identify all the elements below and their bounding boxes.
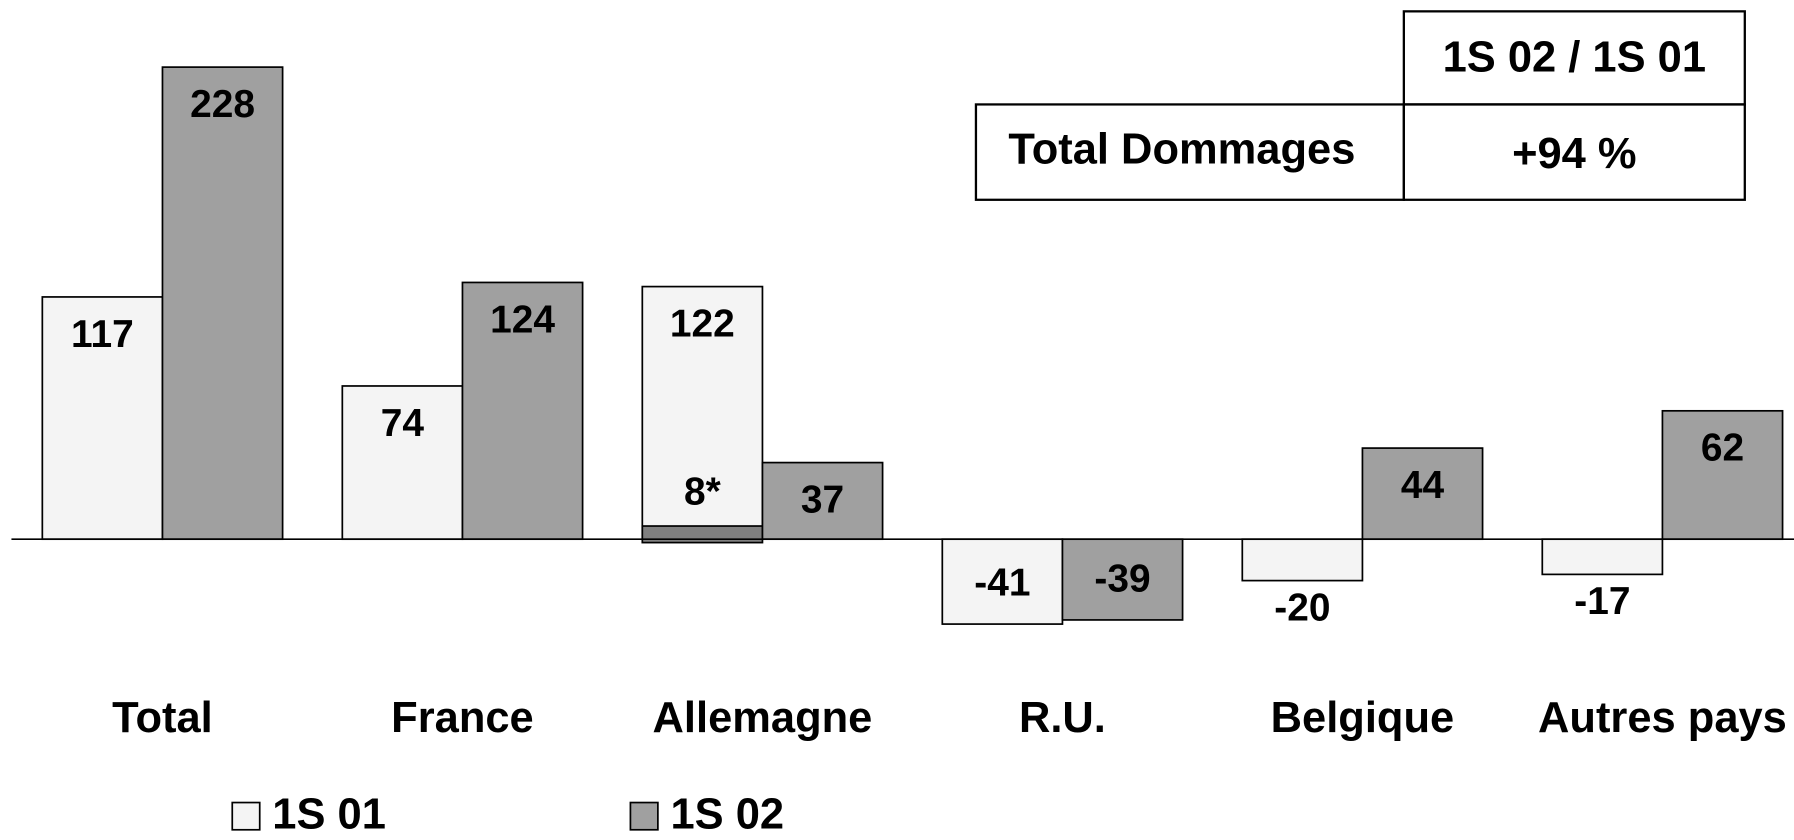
table-row-label: Total Dommages <box>1008 126 1355 174</box>
x-tick-label: Belgique <box>1271 694 1455 742</box>
bar <box>1061 538 1184 621</box>
legend-label: 1S 01 <box>272 791 386 839</box>
annotation-bar <box>641 525 764 544</box>
value-label: -17 <box>1574 580 1630 623</box>
table-row-value: +94 % <box>1512 130 1636 178</box>
bar <box>461 281 584 541</box>
value-label: -20 <box>1274 586 1330 629</box>
bar <box>941 538 1064 625</box>
bar <box>1661 409 1784 541</box>
bar <box>641 285 764 541</box>
value-label: 37 <box>801 479 844 522</box>
value-label: 124 <box>490 299 555 342</box>
x-tick-label: Autres pays <box>1538 694 1787 742</box>
table-header: 1S 02 / 1S 01 <box>1443 34 1706 82</box>
bar <box>161 66 284 541</box>
bar <box>41 296 164 541</box>
bar <box>1541 538 1664 576</box>
bar <box>761 461 884 541</box>
legend-swatch <box>231 801 261 831</box>
bar <box>1361 447 1484 541</box>
x-tick-label: Allemagne <box>653 694 873 742</box>
legend-swatch <box>629 801 659 831</box>
table-cell <box>1402 103 1746 201</box>
value-label: 62 <box>1701 427 1744 470</box>
value-label: 44 <box>1401 464 1445 507</box>
x-tick-label: Total <box>112 694 213 742</box>
x-tick-label: R.U. <box>1019 694 1106 742</box>
value-label: 74 <box>381 402 425 445</box>
value-label: -41 <box>974 562 1030 605</box>
annotation-label: 8* <box>684 471 722 514</box>
legend-label: 1S 02 <box>670 791 784 839</box>
x-tick-label: France <box>391 694 534 742</box>
value-label: 117 <box>71 313 134 356</box>
bar <box>1241 538 1364 582</box>
value-label: 122 <box>670 303 735 346</box>
value-label: 228 <box>190 83 255 126</box>
value-label: -39 <box>1094 558 1150 601</box>
summary-table <box>974 10 1746 201</box>
